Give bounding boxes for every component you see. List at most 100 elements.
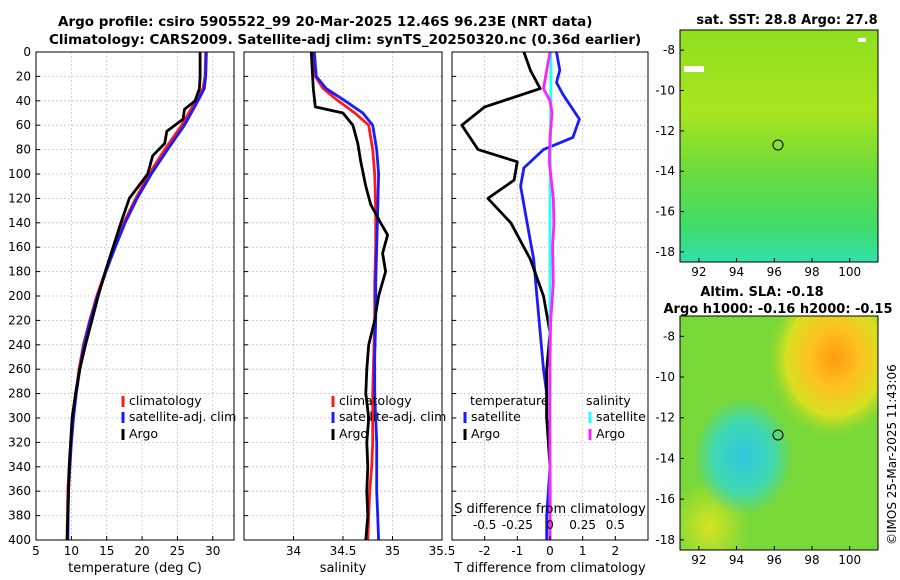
sst-axes-xtick-label: 92 [691,265,706,279]
salinity-panel: 34 34.5 35 35.5 salinity [243,51,456,576]
temperature-xlabel: temperature (deg C) [68,561,202,576]
temperature-xtick-label: 30 [205,544,220,558]
sla-map [679,315,879,551]
sal-legend-satellite-label: satellite-adj. clim [339,409,446,424]
depth-tick-label: 20 [16,69,31,83]
diff-top-xtick-label: 0 [546,518,554,532]
sla-axes-xtick-label: 94 [729,553,744,567]
salinity-xlabel: salinity [320,561,367,576]
diff-top-xlabel: S difference from climatology [454,502,646,517]
sal-legend-climatology-label: climatology [339,393,412,408]
salinity-xtick-label: 35.5 [429,544,456,558]
depth-tick-label: 180 [8,265,31,279]
diff-legend-temperature-header: temperature [470,393,549,408]
depth-tick-label: 200 [8,289,31,303]
temp-legend-satellite-label: satellite-adj. clim [129,409,236,424]
diff-top-xtick-label: 0.5 [606,518,625,532]
sla-map-axes: 92 94 96 98 100 -8 -10 -12 -14 -16 -18 [655,329,861,567]
difference-series-t-argo [460,51,552,540]
sla-map-frame [679,315,879,551]
sla-axes-xtick-label: 98 [804,553,819,567]
sla-map-title-line2: Argo h1000: -0.16 h2000: -0.15 [663,302,892,317]
temp-legend-satellite: satellite-adj. clim [121,409,236,424]
salinity-series-argo [309,51,389,541]
depth-tick-label: 260 [8,362,31,376]
temp-legend-argo-label: Argo [129,426,158,441]
salinity-xtick-label: 34 [286,544,301,558]
depth-tick-label: 320 [8,435,31,449]
diff-legend-s-satellite-label: satellite [596,409,646,424]
figure-title-line1: Argo profile: csiro 5905522_99 20-Mar-20… [58,14,593,30]
figure-title-line2: Climatology: CARS2009. Satellite-adj cli… [49,32,642,48]
sst-argo-location-marker [772,139,784,151]
temp-legend-climatology: climatology [121,393,202,408]
sst-axes-xtick-label: 96 [767,265,782,279]
sst-axes-xtick-label: 100 [838,265,861,279]
sst-map-field [680,30,878,262]
difference-xtick-label: -1 [511,544,523,558]
salinity-series-satellite-adj-clim [312,51,380,541]
diff-legend-t-satellite-label: satellite [471,409,521,424]
depth-tick-label: 60 [16,118,31,132]
depth-tick-label: 400 [8,533,31,547]
depth-tick-label: 160 [8,240,31,254]
depth-tick-label: 0 [23,45,31,59]
depth-tick-label: 300 [8,411,31,425]
sst-map-title: sat. SST: 28.8 Argo: 27.8 [696,13,877,28]
sla-axes-ytick-label: -14 [655,451,675,465]
sst-map-axes: 92 94 96 98 100 -8 -10 -12 -14 -16 -18 [655,43,861,279]
difference-xtick-label: 2 [612,544,620,558]
sla-map-title-line1: Altim. SLA: -0.18 [700,285,823,300]
sst-axes-ytick-label: -18 [655,245,675,259]
depth-tick-label: 220 [8,313,31,327]
difference-xtick-label: -2 [479,544,491,558]
sst-land-patch-2 [858,38,866,42]
sla-axes-ytick-label: -12 [655,411,675,425]
salinity-xtick-label: 34.5 [330,544,357,558]
sst-map [679,29,879,263]
sal-legend-argo: Argo [331,426,368,441]
depth-tick-label: 360 [8,484,31,498]
imos-timestamp: ©IMOS 25-Mar-2025 11:43:06 [885,364,899,545]
depth-tick-label: 240 [8,338,31,352]
difference-series-s-argo [542,51,556,541]
sst-map-frame [679,29,879,263]
depth-tick-label: 80 [16,143,31,157]
sst-land-patch [684,66,704,72]
sla-axes-ytick-label: -10 [655,370,675,384]
sla-axes-ytick-label: -16 [655,492,675,506]
diff-legend-s-argo: Argo [588,426,625,441]
sst-axes-ytick-label: -12 [655,124,675,138]
difference-xtick-label: 0 [546,544,554,558]
depth-tick-label: 100 [8,167,31,181]
sla-axes-ytick-label: -8 [663,329,675,343]
salinity-xtick-label: 35 [385,544,400,558]
diff-legend-t-argo: Argo [463,426,500,441]
depth-tick-label: 120 [8,191,31,205]
temperature-xtick-label: 20 [134,544,149,558]
sla-axes-xtick-label: 100 [838,553,861,567]
depth-tick-label: 40 [16,94,31,108]
difference-panel: -2 -1 0 1 2 T difference from climatology S di… [451,51,649,576]
sla-axes-xtick-label: 96 [767,553,782,567]
diff-top-xtick-label: 0.25 [569,518,596,532]
temperature-series-argo [65,52,202,541]
temperature-xtick-label: 5 [32,544,40,558]
sla-map-patch-1 [680,316,878,550]
temperature-xtick-label: 15 [99,544,114,558]
temp-legend-climatology-label: climatology [129,393,202,408]
sst-axes-ytick-label: -16 [655,205,675,219]
diff-legend-s-satellite: satellite [588,409,646,424]
diff-legend-t-argo-label: Argo [471,426,500,441]
sal-legend-argo-label: Argo [339,426,368,441]
diff-top-xtick-label: -0.25 [502,518,533,532]
sal-legend-climatology: climatology [331,393,412,408]
temperature-panel: 5 10 15 20 25 3002040608010012014016018020022… [8,45,235,576]
diff-top-xtick-label: -0.5 [473,518,496,532]
depth-tick-label: 380 [8,509,31,523]
sla-axes-ytick-label: -18 [655,533,675,547]
sla-argo-location-marker [772,429,784,441]
sst-axes-ytick-label: -10 [655,84,675,98]
diff-legend-s-argo-label: Argo [596,426,625,441]
